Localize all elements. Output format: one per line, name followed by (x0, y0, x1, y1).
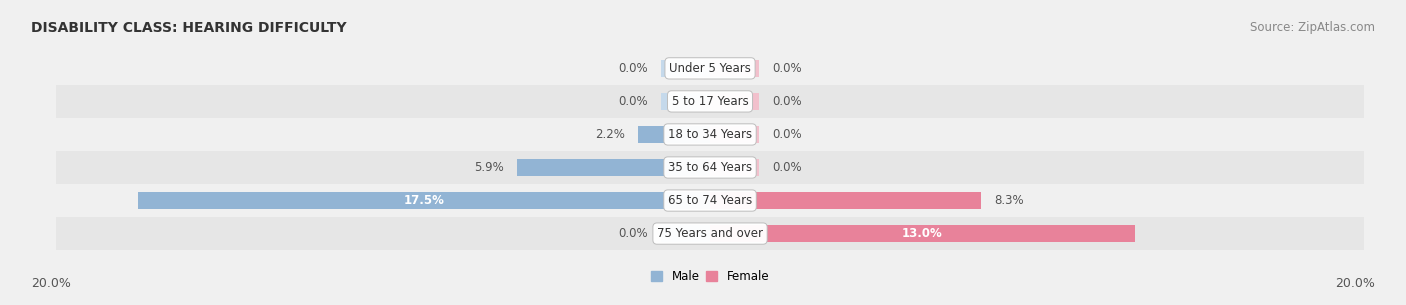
Bar (56, 151, 1364, 184)
Bar (661, 225, 710, 242)
Bar (710, 225, 1135, 242)
Bar (710, 60, 759, 77)
Text: 0.0%: 0.0% (619, 227, 648, 240)
Bar (56, 217, 1364, 250)
Text: 0.0%: 0.0% (619, 62, 648, 75)
Text: 35 to 64 Years: 35 to 64 Years (668, 161, 752, 174)
Bar (710, 159, 759, 176)
Text: 5 to 17 Years: 5 to 17 Years (672, 95, 748, 108)
Text: 20.0%: 20.0% (31, 277, 70, 290)
Text: 5.9%: 5.9% (474, 161, 505, 174)
Bar (638, 126, 710, 143)
Text: 0.0%: 0.0% (619, 95, 648, 108)
Bar (56, 184, 1364, 217)
Text: 0.0%: 0.0% (772, 128, 801, 141)
Bar (56, 118, 1364, 151)
Bar (661, 60, 710, 77)
Text: 0.0%: 0.0% (772, 62, 801, 75)
Text: 65 to 74 Years: 65 to 74 Years (668, 194, 752, 207)
Text: 0.0%: 0.0% (772, 161, 801, 174)
Text: 8.3%: 8.3% (994, 194, 1024, 207)
Bar (710, 192, 981, 209)
Text: Under 5 Years: Under 5 Years (669, 62, 751, 75)
Text: 20.0%: 20.0% (1336, 277, 1375, 290)
Text: 75 Years and over: 75 Years and over (657, 227, 763, 240)
Bar (56, 52, 1364, 85)
Bar (56, 85, 1364, 118)
Text: DISABILITY CLASS: HEARING DIFFICULTY: DISABILITY CLASS: HEARING DIFFICULTY (31, 21, 346, 35)
Bar (138, 192, 710, 209)
Text: 13.0%: 13.0% (903, 227, 943, 240)
Bar (517, 159, 710, 176)
Text: Source: ZipAtlas.com: Source: ZipAtlas.com (1250, 21, 1375, 34)
Text: 17.5%: 17.5% (404, 194, 444, 207)
Text: 2.2%: 2.2% (595, 128, 626, 141)
Bar (710, 93, 759, 110)
Bar (661, 93, 710, 110)
Text: 18 to 34 Years: 18 to 34 Years (668, 128, 752, 141)
Legend: Male, Female: Male, Female (645, 265, 775, 288)
Text: 0.0%: 0.0% (772, 95, 801, 108)
Bar (710, 126, 759, 143)
